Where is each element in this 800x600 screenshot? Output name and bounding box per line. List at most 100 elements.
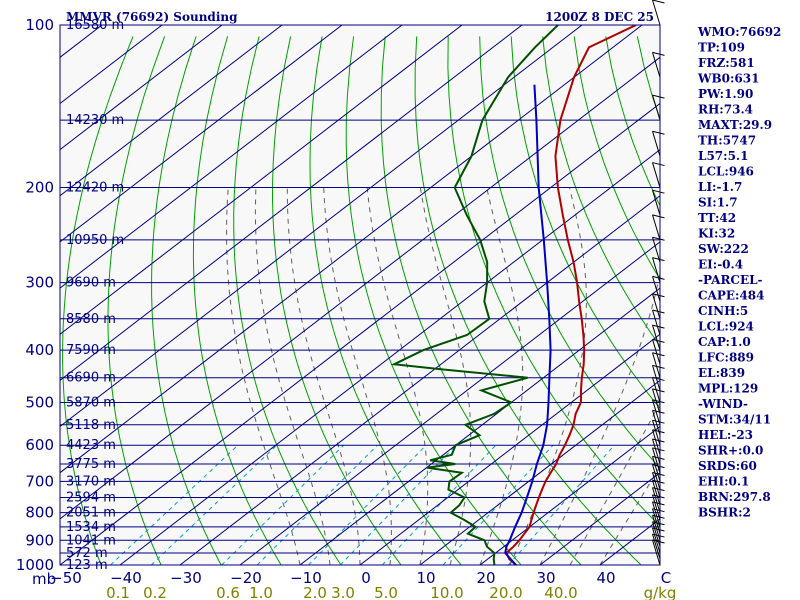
height-label: 14230 m [66, 113, 124, 128]
temperature-tick-label: −30 [170, 569, 202, 587]
mixing-ratio-tick-label: 0.2 [143, 584, 167, 600]
wind-barb [652, 309, 661, 336]
stability-index: L57:5.1 [698, 149, 748, 163]
pressure-tick-label: 900 [25, 531, 54, 549]
stability-index: MAXT:29.9 [698, 118, 772, 132]
temperature-tick-label: −10 [290, 569, 322, 587]
wind-barb [652, 352, 661, 378]
stability-index: WB0:631 [697, 72, 759, 86]
height-label: 2594 m [66, 491, 116, 506]
isotherm [60, 25, 403, 289]
stability-index: -WIND- [698, 397, 748, 411]
dry-adiabat [795, 36, 800, 576]
stability-index: EHI:0.1 [698, 475, 749, 489]
wind-barb [652, 237, 661, 263]
stability-index: CAPE:484 [698, 289, 765, 303]
mixing-ratio-line [150, 444, 278, 565]
wind-barb [652, 324, 661, 351]
mixing-ratio-tick-label: 0.6 [216, 584, 240, 600]
mixing-ratio-axis: 0.1 0.2 0.6 1.0 2.0 3.0 5.0 10.0 20.0 40.0 g/kg [106, 584, 676, 600]
stability-index: MPL:129 [698, 382, 758, 396]
height-label: 12420 m [66, 181, 124, 196]
wind-barb [652, 388, 661, 415]
wind-barb [652, 399, 661, 425]
height-label: 7590 m [66, 343, 116, 358]
isotherm [60, 25, 583, 428]
mixing-ratio-tick-label: 40.0 [544, 584, 577, 600]
isotherm [539, 472, 660, 565]
stability-index: RH:73.4 [698, 103, 753, 117]
plot-frame [59, 24, 661, 566]
wind-barb [652, 533, 661, 560]
isotherm [419, 379, 660, 565]
height-label: 5118 m [66, 418, 116, 433]
mixing-ratio-line [507, 444, 615, 565]
temperature-tick-label: −20 [230, 569, 262, 587]
dry-adiabat [447, 36, 660, 527]
wind-barb [652, 420, 661, 446]
height-label: 4423 m [66, 438, 116, 453]
height-label: 10950 m [66, 233, 124, 248]
wind-barb-flag [652, 419, 665, 424]
wind-barb-flag [652, 376, 665, 381]
dewpoint-profile [390, 25, 559, 565]
wind-barb [652, 521, 661, 547]
isotherms [60, 25, 660, 565]
wind-barb [652, 438, 661, 465]
dry-adiabat [233, 36, 342, 565]
stability-index: BRN:297.8 [698, 490, 771, 504]
stability-index: WMO:76692 [697, 25, 781, 39]
temperature-tick-label: −50 [50, 569, 82, 587]
height-label: 3170 m [66, 474, 116, 489]
stability-index: CINH:5 [698, 304, 748, 318]
wind-barb [652, 365, 661, 391]
stability-index: TH:5747 [698, 134, 756, 148]
chart-valid-time: 1200Z 8 DEC 25 [545, 10, 654, 24]
dry-adiabat [192, 36, 282, 565]
isotherm [299, 287, 660, 565]
mixing-ratio-tick-label: 10.0 [430, 584, 463, 600]
wind-barb [652, 494, 661, 521]
pressure-tick-label: 400 [25, 341, 54, 359]
pressure-tick-label: 700 [25, 472, 54, 490]
isotherm [239, 241, 660, 565]
profiles [390, 25, 637, 565]
wind-barb-flag [652, 352, 665, 357]
stability-index: SRDS:60 [698, 459, 757, 473]
height-label: 5870 m [66, 395, 116, 410]
mixing-ratio-line [381, 444, 497, 565]
stability-index: SW:222 [698, 242, 749, 256]
wind-barb-flag [652, 257, 665, 262]
temperature-tick-label: 0 [361, 569, 371, 587]
mixing-ratio-tick-label: 3.0 [331, 584, 355, 600]
isotherm [60, 56, 660, 520]
wind-barb-flag [652, 472, 665, 477]
dry-adiabat [414, 36, 642, 565]
wind-barb-flag [652, 324, 665, 329]
dry-adiabat [271, 36, 402, 565]
height-label: 8580 m [66, 312, 116, 327]
wind-barb [652, 0, 661, 26]
mixing-ratio-line [308, 444, 427, 565]
wind-barb-flag [652, 464, 665, 469]
wind-barb-flag [652, 214, 665, 219]
wind-barb-flag [652, 388, 665, 393]
isotherm [60, 25, 223, 151]
wind-barb [652, 508, 661, 534]
dry-adiabat [62, 36, 134, 565]
pressure-tick-label: 1000 [16, 556, 54, 574]
chart-title: MMVR (76692) Sounding [66, 10, 238, 24]
wind-barb [652, 527, 661, 554]
wind-barb-flag [652, 399, 665, 404]
wind-barb [652, 162, 661, 188]
pressure-tick-label: 100 [25, 16, 54, 34]
mixing-ratio-tick-label: 1.0 [249, 584, 273, 600]
wind-barb [652, 257, 661, 283]
pressure-tick-label: 200 [25, 179, 54, 197]
isotherm [60, 25, 343, 243]
moist-adiabat [509, 187, 587, 565]
wind-barb [652, 472, 661, 498]
wind-barb [652, 487, 661, 513]
height-label: 1534 m [66, 520, 116, 535]
